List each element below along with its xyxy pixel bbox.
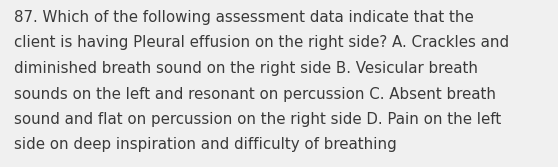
- Text: client is having Pleural effusion on the right side? A. Crackles and: client is having Pleural effusion on the…: [14, 36, 509, 50]
- Text: side on deep inspiration and difficulty of breathing: side on deep inspiration and difficulty …: [14, 137, 397, 152]
- Text: sound and flat on percussion on the right side D. Pain on the left: sound and flat on percussion on the righ…: [14, 112, 501, 127]
- Text: 87. Which of the following assessment data indicate that the: 87. Which of the following assessment da…: [14, 10, 474, 25]
- Text: diminished breath sound on the right side B. Vesicular breath: diminished breath sound on the right sid…: [14, 61, 478, 76]
- Text: sounds on the left and resonant on percussion C. Absent breath: sounds on the left and resonant on percu…: [14, 87, 496, 102]
